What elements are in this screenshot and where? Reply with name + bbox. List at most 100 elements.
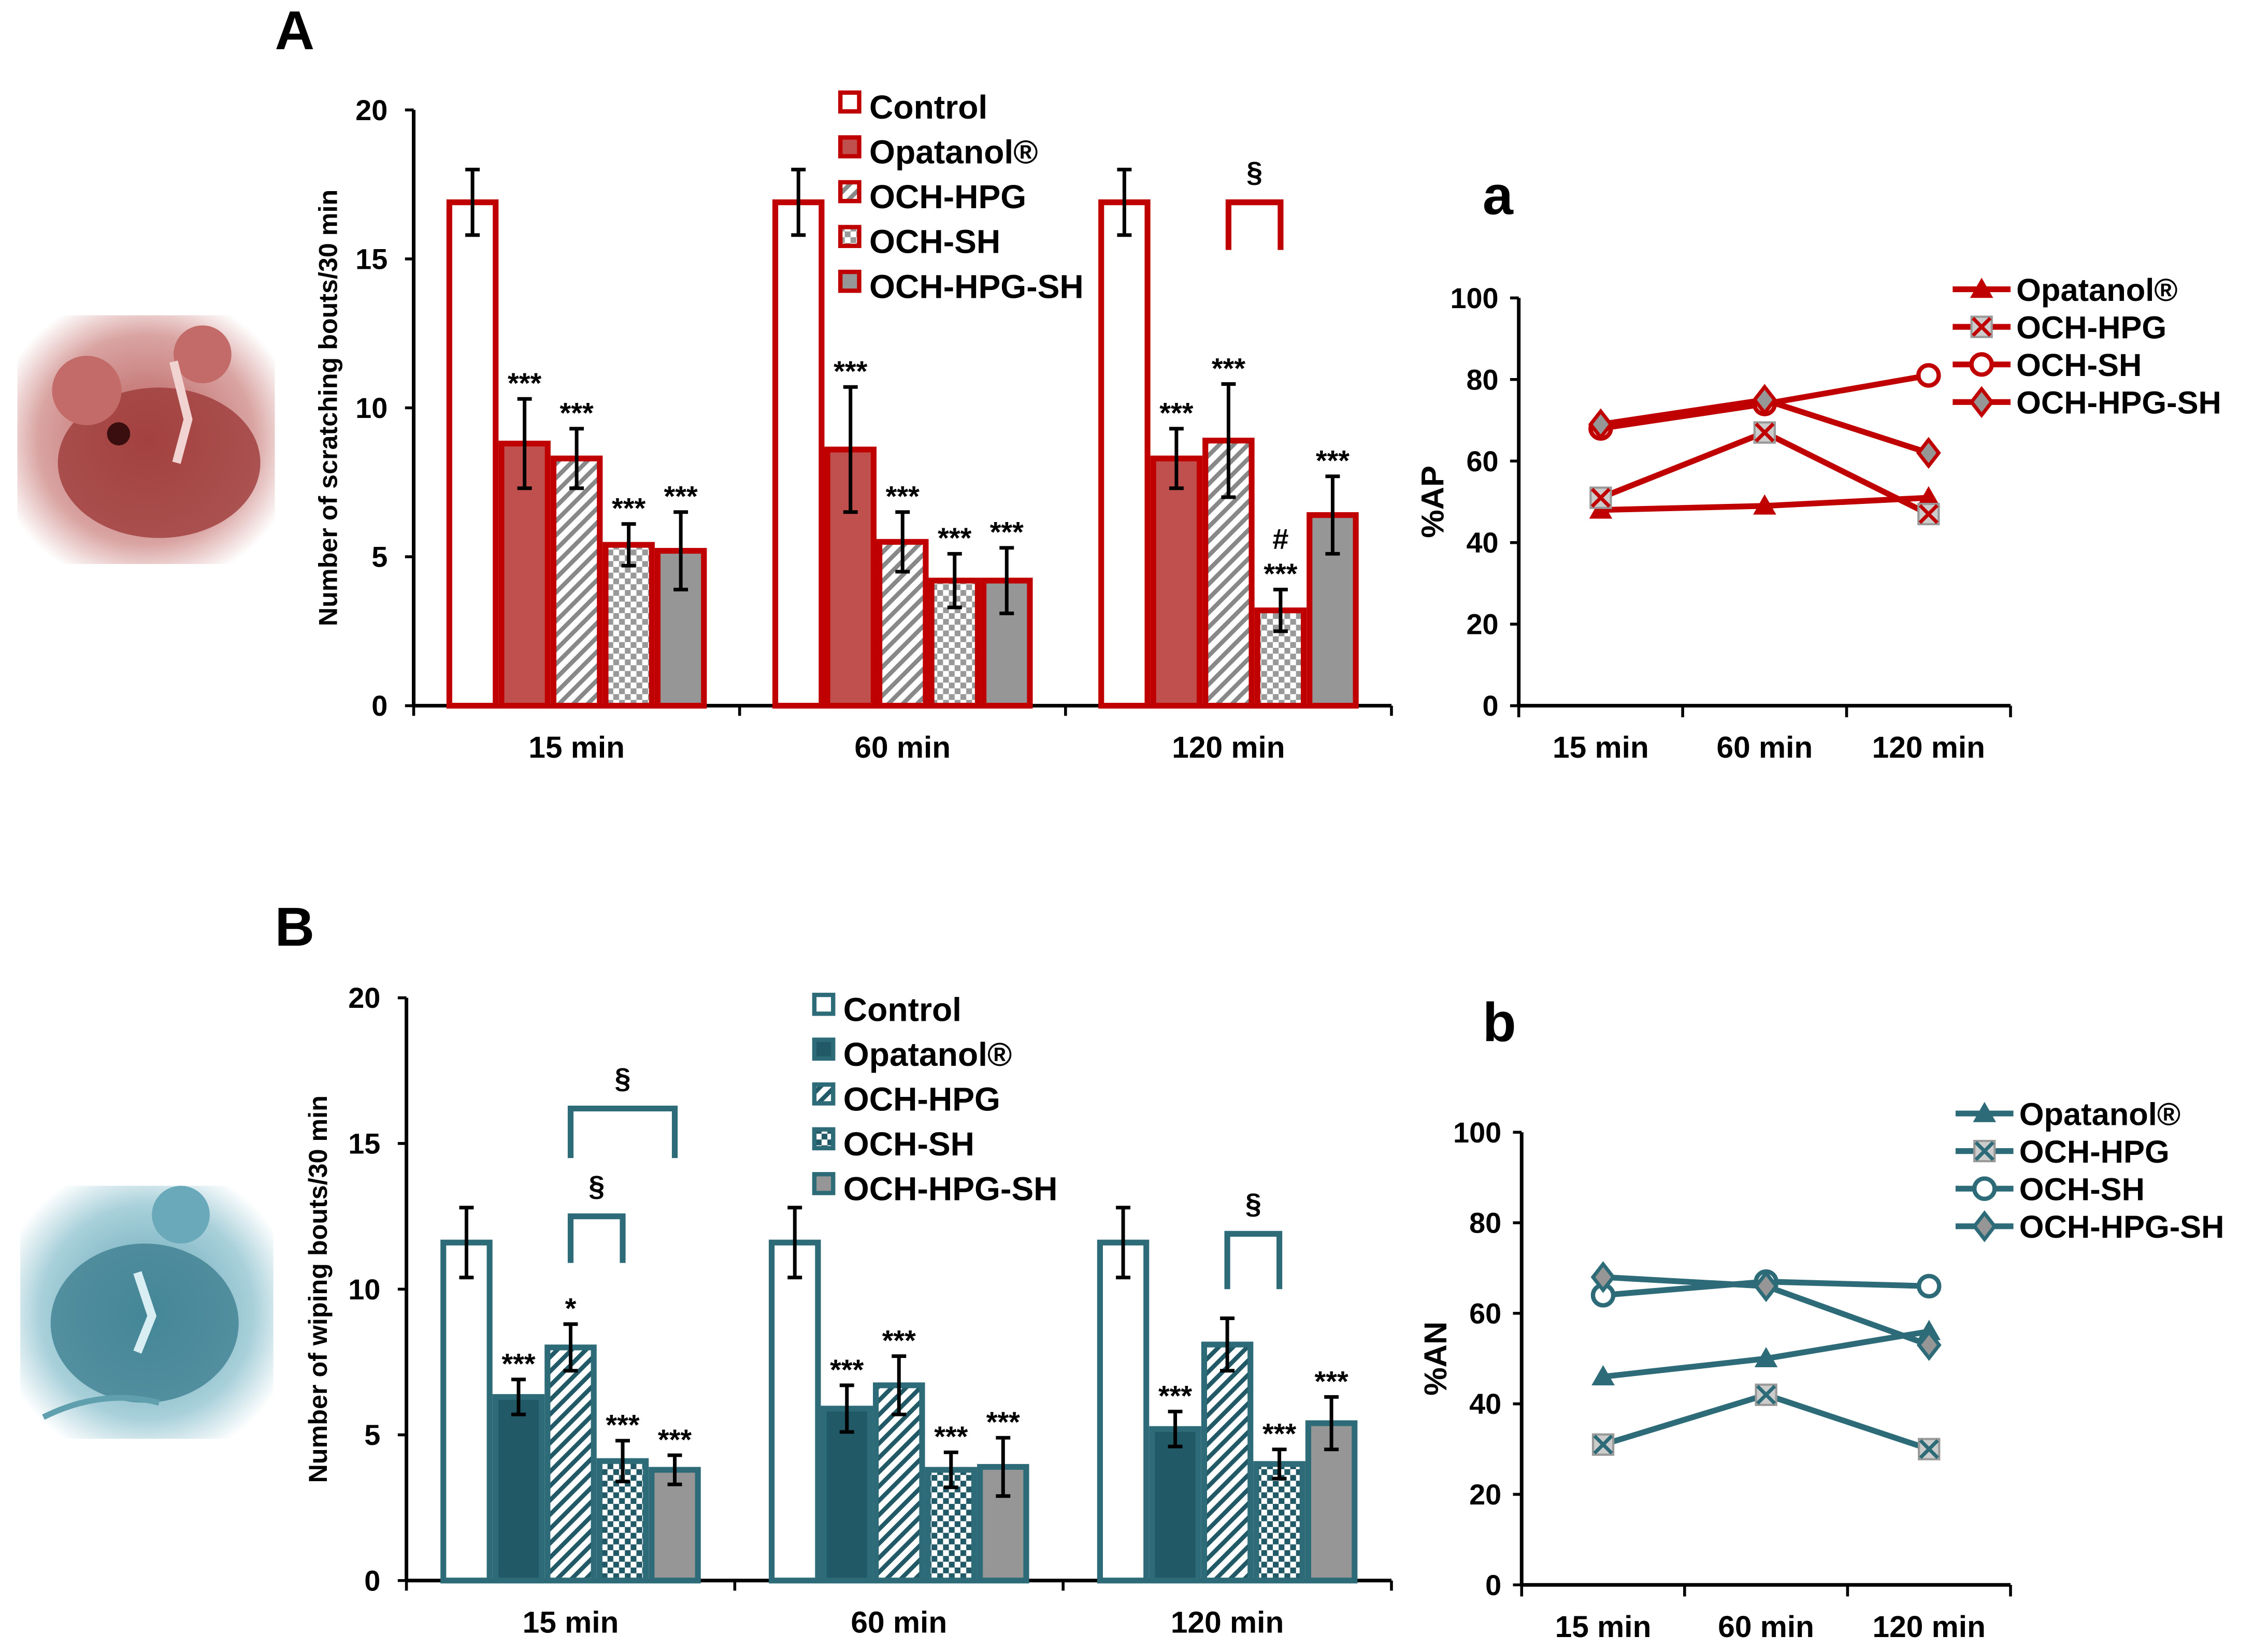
significance-label: *** xyxy=(834,355,867,387)
y-axis-label: Number of scratching bouts/30 min xyxy=(314,190,343,626)
bar xyxy=(1150,455,1203,709)
legend-swatch xyxy=(812,1127,836,1151)
legend-label: Opatanol® xyxy=(2019,1096,2180,1132)
x-tick-label: 15 min xyxy=(523,1605,619,1639)
triangle-marker xyxy=(1591,1365,1615,1385)
diamond-marker xyxy=(1588,408,1613,441)
diamond-marker xyxy=(1752,384,1777,416)
wiping-mouse-image xyxy=(20,1185,274,1439)
x-marker xyxy=(1755,422,1775,443)
diamond-marker xyxy=(1916,1329,1942,1361)
legend-label: Control xyxy=(869,89,987,126)
legend-label: Control xyxy=(843,991,961,1028)
panel-label-a: a xyxy=(1483,165,1514,226)
bracket-label: § xyxy=(588,1170,605,1203)
x-tick-label: 60 min xyxy=(1716,731,1813,764)
x-tick-label: 120 min xyxy=(1171,1605,1284,1639)
significance-bracket xyxy=(567,1213,626,1263)
y-tick-label: 5 xyxy=(364,1419,380,1451)
y-tick-label: 0 xyxy=(371,689,387,722)
significance-label: * xyxy=(565,1292,577,1325)
y-axis-label: %AN xyxy=(1418,1322,1454,1396)
legend-label: OCH-SH xyxy=(843,1125,974,1163)
legend-swatch xyxy=(838,90,862,114)
legend-label: OCH-HPG-SH xyxy=(869,268,1084,305)
significance-label: *** xyxy=(658,1423,692,1456)
circle-marker xyxy=(1916,1273,1942,1299)
y-tick-label: 0 xyxy=(1485,1569,1501,1601)
x-marker xyxy=(1593,1435,1613,1455)
circle-marker xyxy=(1972,1176,1997,1201)
panel-label-B: B xyxy=(275,896,314,958)
bar xyxy=(440,1239,493,1584)
bracket-label: § xyxy=(1246,156,1262,189)
diamond-marker xyxy=(1969,386,1994,418)
y-tick-label: 20 xyxy=(348,981,380,1014)
significance-label: *** xyxy=(508,367,541,399)
significance-label: *** xyxy=(1158,1379,1192,1412)
x-marker xyxy=(1756,1384,1776,1405)
diamond-marker xyxy=(1754,1270,1779,1302)
significance-label: *** xyxy=(1316,444,1350,477)
x-marker xyxy=(1919,1439,1939,1459)
circle-marker xyxy=(1916,363,1941,388)
bar xyxy=(550,455,603,709)
bar xyxy=(1098,199,1151,709)
y-tick-label: 100 xyxy=(1453,1116,1501,1149)
series-ochhpgsh xyxy=(1590,1261,1942,1361)
y-tick-label: 20 xyxy=(355,94,387,126)
legend-label: OCH-SH xyxy=(2019,1172,2145,1208)
y-tick-label: 40 xyxy=(1466,526,1498,559)
x-marker xyxy=(1974,1141,1994,1161)
y-tick-label: 10 xyxy=(348,1273,380,1306)
y-axis-label: Number of wiping bouts/30 min xyxy=(304,1095,333,1483)
bar xyxy=(649,1467,701,1584)
y-tick-label: 20 xyxy=(1466,608,1498,641)
significance-label: *** xyxy=(501,1348,535,1380)
legend-swatch xyxy=(812,1082,836,1106)
y-tick-label: 5 xyxy=(371,541,387,573)
x-tick-label: 60 min xyxy=(851,1605,947,1639)
y-tick-label: 80 xyxy=(1469,1207,1501,1239)
bar xyxy=(768,1239,821,1584)
significance-bracket xyxy=(567,1105,678,1159)
y-tick-label: 20 xyxy=(1469,1478,1501,1511)
x-tick-label: 120 min xyxy=(1172,731,1285,764)
significance-label: *** xyxy=(1264,557,1297,590)
bracket-label: § xyxy=(1245,1187,1261,1220)
panel-label-A: A xyxy=(275,0,314,61)
x-tick-label: 15 min xyxy=(528,731,625,764)
significance-label: *** xyxy=(938,522,971,554)
x-tick-label: 15 min xyxy=(1555,1610,1652,1644)
line-chart-a: 0 20 40 60 80 100 15 min 60 min 120 min %AP Opatan… xyxy=(1415,272,2221,764)
triangle-marker xyxy=(1917,486,1941,506)
bar xyxy=(1201,1341,1254,1584)
legend-swatch xyxy=(838,135,862,158)
legend-label: OCH-HPG-SH xyxy=(2016,385,2221,421)
bar-chart-A: 0 5 10 15 20 15 min 60 min 120 min Number of scr… xyxy=(314,89,1393,764)
legend-label: Opatanol® xyxy=(869,134,1038,171)
x-tick-label: 120 min xyxy=(1873,1610,1986,1644)
y-tick-label: 60 xyxy=(1469,1297,1501,1329)
legend-label: Opatanol® xyxy=(843,1036,1012,1073)
legend-label: OCH-HPG-SH xyxy=(2019,1209,2224,1245)
y-tick-label: 80 xyxy=(1466,363,1498,396)
legend-swatch xyxy=(812,1037,836,1061)
legend-label: OCH-HPG xyxy=(869,178,1026,215)
bar-chart-B: 0 5 10 15 20 15 min 60 min 120 min Number of wip… xyxy=(304,981,1393,1639)
series-ochhpg xyxy=(1589,421,1940,526)
y-axis-label: %AP xyxy=(1415,466,1451,538)
series-ochhpgsh xyxy=(1588,384,1941,469)
significance-bracket xyxy=(1225,199,1284,250)
triangle-marker xyxy=(1753,494,1776,515)
significance-label: *** xyxy=(612,492,645,525)
y-tick-label: 15 xyxy=(355,242,387,275)
legend-label: OCH-SH xyxy=(2016,348,2142,383)
bar xyxy=(1253,1461,1305,1584)
diamond-marker xyxy=(1972,1210,1997,1242)
legend-label: OCH-HPG xyxy=(2019,1134,2170,1170)
bar xyxy=(602,542,655,709)
significance-label: *** xyxy=(830,1353,864,1386)
y-tick-label: 0 xyxy=(1483,689,1499,722)
panel-label-b: b xyxy=(1483,992,1516,1053)
